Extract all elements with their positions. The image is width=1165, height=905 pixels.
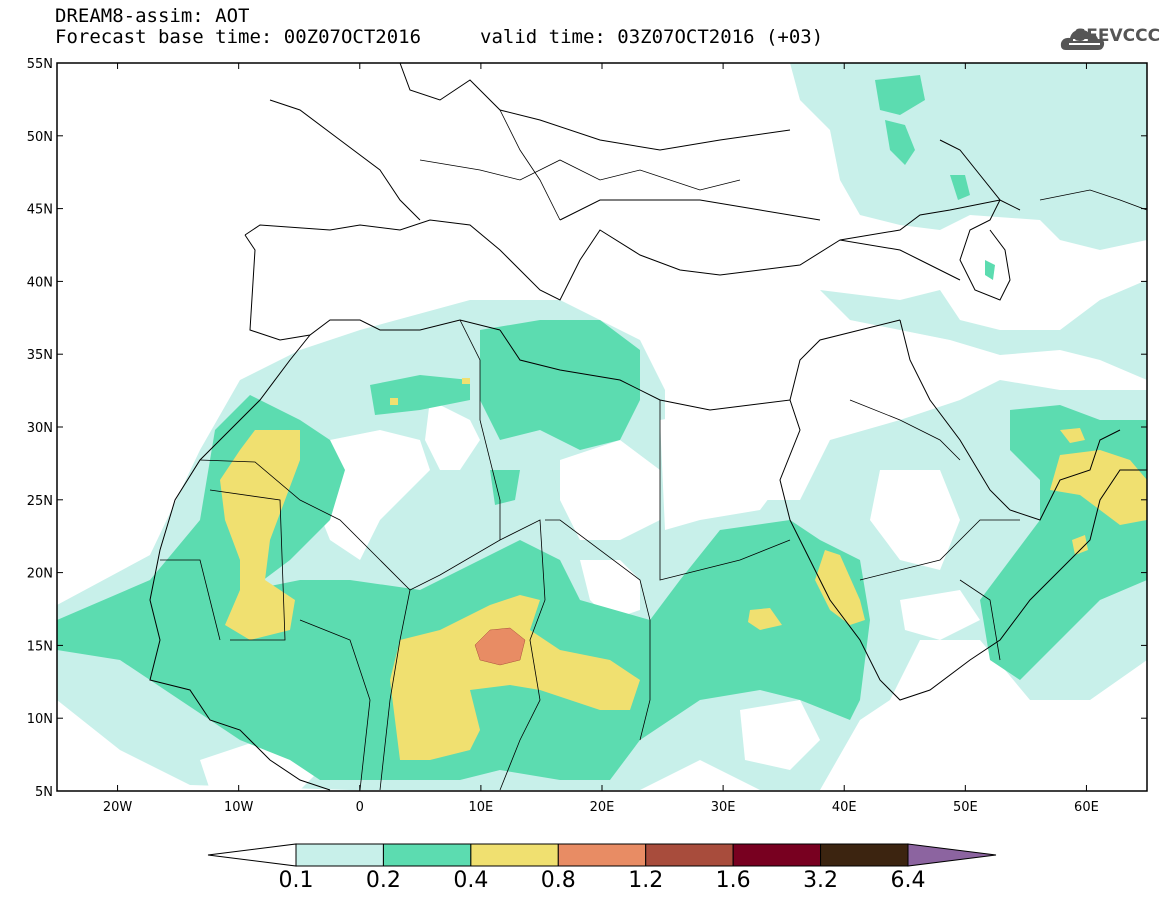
lon-tick-label: 20E xyxy=(590,800,615,815)
colorbar-segment xyxy=(295,843,384,867)
colorbar-label: 3.2 xyxy=(803,868,839,893)
colorbar-label: 1.6 xyxy=(715,868,751,893)
lat-tick-label: 25N xyxy=(27,494,53,509)
colorbar-label: 0.8 xyxy=(540,868,576,893)
lon-tick-label: 20W xyxy=(103,800,133,815)
lat-tick-label: 30N xyxy=(27,421,53,436)
colorbar-max-arrow xyxy=(907,843,997,867)
lat-tick-label: 15N xyxy=(27,639,53,654)
aot-contour-0.8 xyxy=(474,627,526,666)
colorbar-segment xyxy=(820,843,909,867)
colorbar xyxy=(207,843,997,867)
map-title: DREAM8-assim: AOT xyxy=(55,5,250,27)
valid-time: valid time: 03Z07OCT2016 (+03) xyxy=(480,26,824,48)
colorbar-segment xyxy=(382,843,472,867)
colorbar-segment xyxy=(645,843,734,867)
colorbar-segment xyxy=(557,843,647,867)
lon-tick-label: 0 xyxy=(356,800,364,815)
colorbar-min-arrow xyxy=(207,843,297,867)
lon-tick-label: 10E xyxy=(469,800,494,815)
lat-tick-label: 45N xyxy=(27,203,53,218)
colorbar-label: 0.1 xyxy=(278,868,314,893)
lon-tick-label: 50E xyxy=(953,800,978,815)
seevccc-logo-text: SEEVCCC xyxy=(1074,26,1161,46)
aot-contour-0.4 xyxy=(220,378,1147,760)
lon-tick-label: 30E xyxy=(711,800,736,815)
lon-tick-label: 10W xyxy=(224,800,254,815)
lat-tick-label: 40N xyxy=(27,275,53,290)
latitude-axis: 5N 10N 15N 20N 25N 30N 35N 40N 45N 50N 55N xyxy=(27,57,1147,800)
lat-tick-label: 20N xyxy=(27,567,53,582)
cloud-icon xyxy=(1060,29,1105,50)
colorbar-label: 1.2 xyxy=(628,868,664,893)
lat-tick-label: 5N xyxy=(35,785,53,800)
colorbar-label: 6.4 xyxy=(890,868,926,893)
lon-tick-label: 40E xyxy=(832,800,857,815)
colorbar-label: 0.2 xyxy=(365,868,401,893)
lat-tick-label: 50N xyxy=(27,130,53,145)
lat-tick-label: 35N xyxy=(27,348,53,363)
coastlines xyxy=(57,63,1147,791)
lat-tick-label: 10N xyxy=(27,712,53,727)
longitude-axis: 20W 10W 0 10E 20E 30E 40E 50E 60E xyxy=(103,63,1099,815)
colorbar-segment xyxy=(732,843,822,867)
clear-areas xyxy=(200,400,980,790)
colorbar-segment xyxy=(470,843,559,867)
colorbar-label: 0.4 xyxy=(453,868,489,893)
lat-tick-label: 55N xyxy=(27,57,53,72)
forecast-base-time: Forecast base time: 00Z07OCT2016 xyxy=(55,26,422,48)
country-borders xyxy=(160,109,1147,791)
lon-tick-label: 60E xyxy=(1074,800,1099,815)
